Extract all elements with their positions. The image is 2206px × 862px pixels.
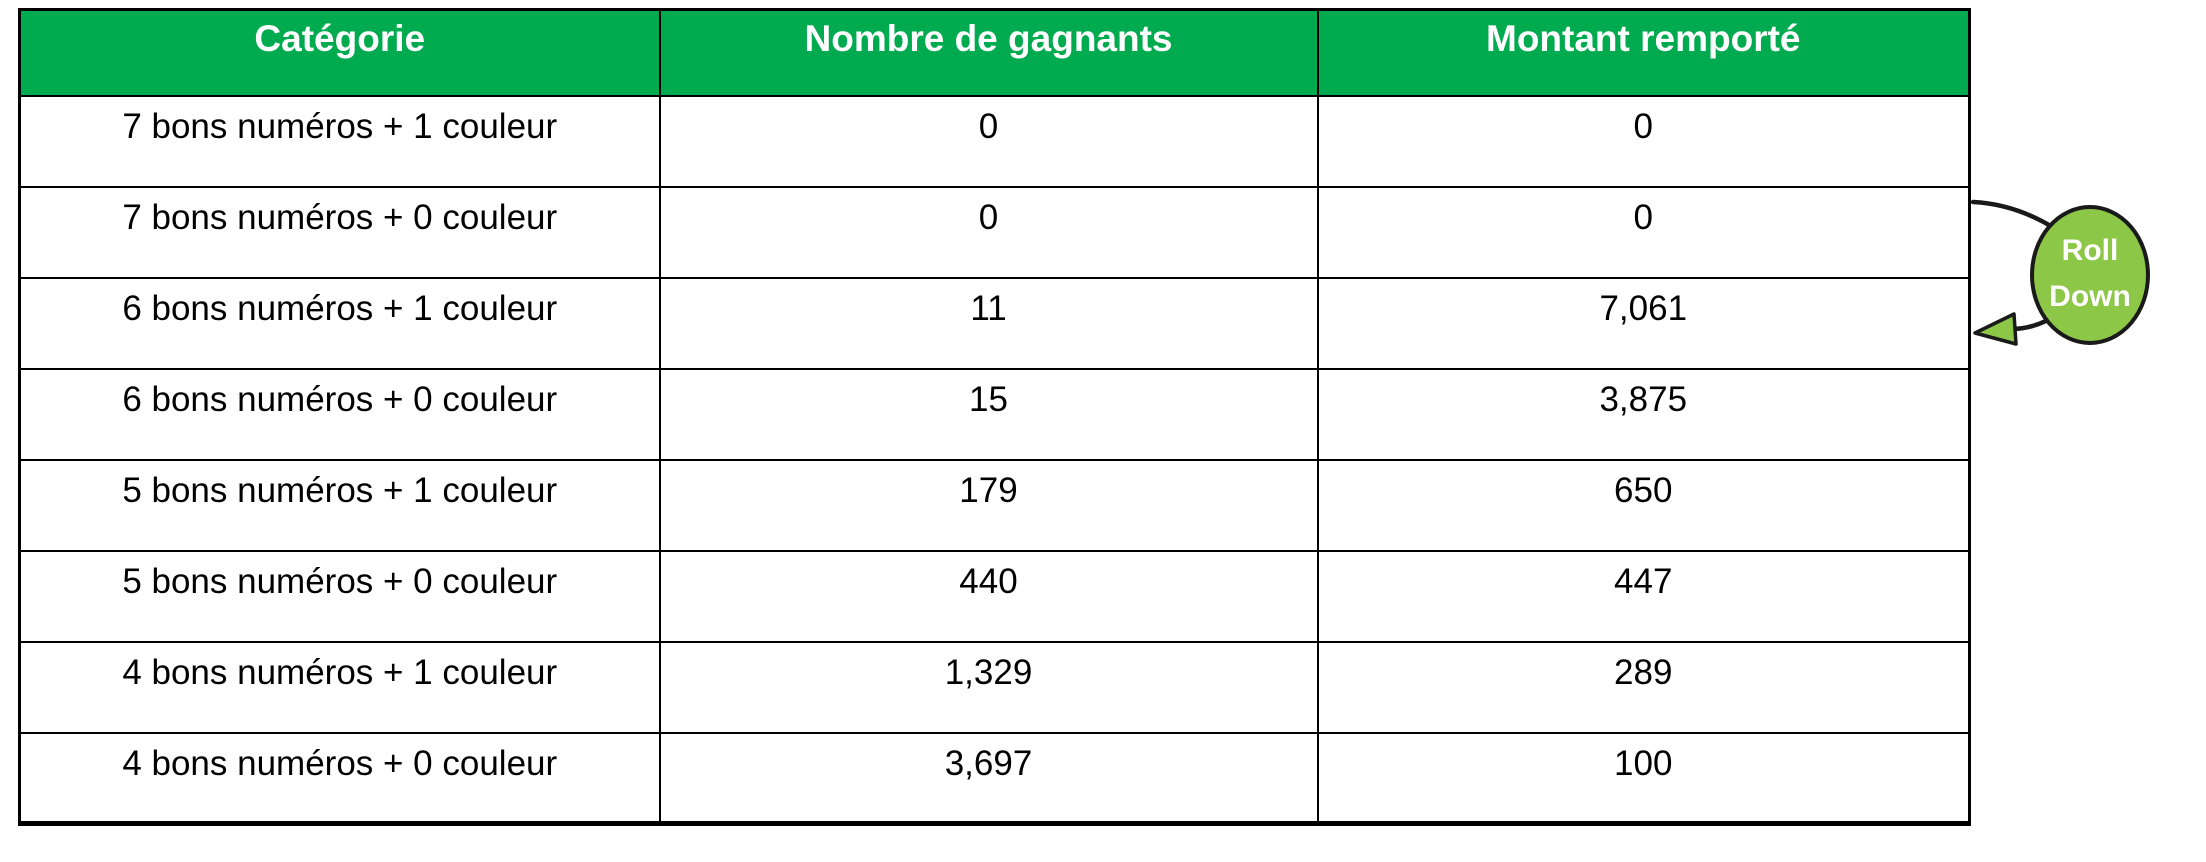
header-row: Catégorie Nombre de gagnants Montant rem… bbox=[18, 8, 1971, 97]
cell-amount: 650 bbox=[1316, 458, 1971, 552]
cell-amount: 3,875 bbox=[1316, 367, 1971, 461]
table-row: 6 bons numéros + 1 couleur 11 7,061 bbox=[18, 276, 1971, 370]
cell-category: 4 bons numéros + 0 couleur bbox=[18, 731, 661, 825]
cell-winners: 0 bbox=[658, 185, 1319, 279]
column-header-categorie: Catégorie bbox=[18, 8, 661, 97]
cell-amount: 0 bbox=[1316, 94, 1971, 188]
column-header-montant-remporte: Montant remporté bbox=[1316, 8, 1971, 97]
roll-down-badge bbox=[2030, 205, 2150, 345]
roll-down-annotation: Roll Down bbox=[1970, 199, 2150, 346]
table-row: 4 bons numéros + 0 couleur 3,697 100 bbox=[18, 731, 1971, 825]
table-row: 5 bons numéros + 1 couleur 179 650 bbox=[18, 458, 1971, 552]
table-row: 5 bons numéros + 0 couleur 440 447 bbox=[18, 549, 1971, 643]
roll-down-label-line2: Down bbox=[2049, 280, 2131, 313]
table-row: 6 bons numéros + 0 couleur 15 3,875 bbox=[18, 367, 1971, 461]
column-header-nombre-de-gagnants: Nombre de gagnants bbox=[658, 8, 1319, 97]
cell-winners: 0 bbox=[658, 94, 1319, 188]
cell-winners: 179 bbox=[658, 458, 1319, 552]
cell-winners: 15 bbox=[658, 367, 1319, 461]
cell-winners: 1,329 bbox=[658, 640, 1319, 734]
curved-arrow-in bbox=[1970, 199, 2057, 231]
cell-amount: 289 bbox=[1316, 640, 1971, 734]
cell-category: 7 bons numéros + 1 couleur bbox=[18, 94, 661, 188]
cell-category: 4 bons numéros + 1 couleur bbox=[18, 640, 661, 734]
cell-amount: 100 bbox=[1316, 731, 1971, 825]
cell-category: 5 bons numéros + 1 couleur bbox=[18, 458, 661, 552]
cell-category: 5 bons numéros + 0 couleur bbox=[18, 549, 661, 643]
cell-category: 6 bons numéros + 0 couleur bbox=[18, 367, 661, 461]
cell-amount: 7,061 bbox=[1316, 276, 1971, 370]
arrowhead-icon bbox=[1973, 312, 2018, 346]
cell-winners: 3,697 bbox=[658, 731, 1319, 825]
roll-down-label-line1: Roll bbox=[2062, 234, 2119, 267]
cell-amount: 447 bbox=[1316, 549, 1971, 643]
table-row: 7 bons numéros + 0 couleur 0 0 bbox=[18, 185, 1971, 279]
table-row: 4 bons numéros + 1 couleur 1,329 289 bbox=[18, 640, 1971, 734]
table-header: Catégorie Nombre de gagnants Montant rem… bbox=[18, 8, 1971, 97]
table-row: 7 bons numéros + 1 couleur 0 0 bbox=[18, 94, 1971, 188]
table-body: 7 bons numéros + 1 couleur 0 0 7 bons nu… bbox=[18, 94, 1971, 825]
cell-category: 6 bons numéros + 1 couleur bbox=[18, 276, 661, 370]
cell-winners: 440 bbox=[658, 549, 1319, 643]
cell-winners: 11 bbox=[658, 276, 1319, 370]
cell-category: 7 bons numéros + 0 couleur bbox=[18, 185, 661, 279]
results-table: Catégorie Nombre de gagnants Montant rem… bbox=[18, 8, 1971, 826]
cell-amount: 0 bbox=[1316, 185, 1971, 279]
